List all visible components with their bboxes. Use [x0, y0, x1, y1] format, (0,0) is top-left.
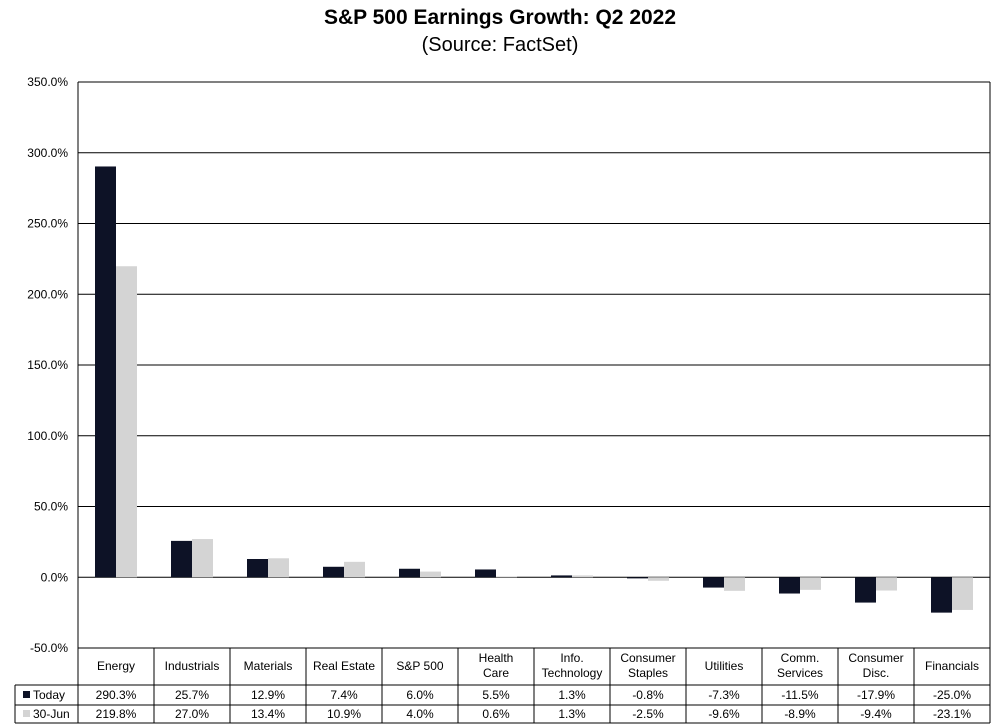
- category-label: Energy: [97, 659, 135, 673]
- category-label: Utilities: [705, 659, 744, 673]
- data-label: 10.9%: [327, 707, 361, 721]
- y-tick-label: 300.0%: [27, 146, 68, 160]
- data-label: -2.5%: [632, 707, 664, 721]
- data-label: -8.9%: [784, 707, 816, 721]
- bar-30-jun: [648, 577, 669, 581]
- data-label: -7.3%: [708, 688, 740, 702]
- bar-today: [855, 577, 876, 603]
- bar-today: [475, 569, 496, 578]
- bar-today: [931, 577, 952, 613]
- legend-label: 30-Jun: [33, 707, 70, 721]
- category-label: Disc.: [863, 666, 890, 680]
- data-label: 1.3%: [558, 707, 586, 721]
- y-tick-label: 250.0%: [27, 217, 68, 231]
- bar-30-jun: [116, 266, 137, 578]
- bar-today: [95, 166, 116, 578]
- category-label: Industrials: [165, 659, 220, 673]
- data-label: -9.4%: [860, 707, 892, 721]
- bar-30-jun: [876, 577, 897, 591]
- legend-label: Today: [33, 688, 65, 702]
- category-label: Comm.: [781, 651, 820, 665]
- y-tick-label: 150.0%: [27, 358, 68, 372]
- y-tick-label: 350.0%: [27, 75, 68, 89]
- data-label: 0.6%: [482, 707, 510, 721]
- chart-subtitle: (Source: FactSet): [421, 34, 579, 56]
- category-label: Care: [483, 666, 509, 680]
- category-label: Financials: [925, 659, 979, 673]
- y-tick-label: 0.0%: [41, 570, 69, 584]
- category-label: Info.: [560, 651, 583, 665]
- data-label: 1.3%: [558, 688, 586, 702]
- chart-title: S&P 500 Earnings Growth: Q2 2022: [323, 6, 677, 29]
- data-label: -25.0%: [933, 688, 971, 702]
- bar-today: [323, 566, 344, 578]
- y-tick-label: 100.0%: [27, 429, 68, 443]
- bar-30-jun: [952, 577, 973, 610]
- category-label: S&P 500: [396, 659, 443, 673]
- bar-30-jun: [572, 575, 593, 578]
- data-label: 13.4%: [251, 707, 285, 721]
- category-label: Consumer: [620, 651, 675, 665]
- bar-30-jun: [496, 576, 517, 578]
- data-label: 7.4%: [330, 688, 358, 702]
- category-label: Materials: [244, 659, 293, 673]
- data-label: -11.5%: [781, 688, 818, 702]
- bar-today: [703, 577, 724, 588]
- data-label: -9.6%: [708, 707, 740, 721]
- data-label: 12.9%: [251, 688, 285, 702]
- data-label: 27.0%: [175, 707, 209, 721]
- legend-swatch-30-jun: [23, 710, 30, 717]
- bar-today: [399, 568, 420, 578]
- data-label: 5.5%: [482, 688, 510, 702]
- data-label: -23.1%: [933, 707, 971, 721]
- y-tick-label: -50.0%: [30, 641, 68, 655]
- category-label: Consumer: [848, 651, 903, 665]
- data-label: 219.8%: [96, 707, 137, 721]
- bar-30-jun: [344, 561, 365, 578]
- category-label: Real Estate: [313, 659, 375, 673]
- category-label: Staples: [628, 666, 668, 680]
- bar-30-jun: [192, 539, 213, 578]
- bar-30-jun: [800, 577, 821, 590]
- bar-today: [247, 558, 268, 578]
- category-label: Health: [479, 651, 514, 665]
- bar-today: [551, 575, 572, 578]
- category-label: Technology: [542, 666, 603, 680]
- y-tick-label: 50.0%: [34, 500, 68, 514]
- data-label: 25.7%: [175, 688, 209, 702]
- bar-today: [627, 577, 648, 579]
- data-label: 290.3%: [96, 688, 137, 702]
- legend-swatch-today: [23, 691, 30, 698]
- data-label: 6.0%: [406, 688, 434, 702]
- bar-30-jun: [268, 558, 289, 578]
- bar-today: [171, 540, 192, 578]
- bar-30-jun: [420, 571, 441, 578]
- bar-30-jun: [724, 577, 745, 591]
- data-label: -17.9%: [857, 688, 895, 702]
- data-label: 4.0%: [406, 707, 434, 721]
- y-tick-label: 200.0%: [27, 287, 68, 301]
- bar-today: [779, 577, 800, 594]
- category-label: Services: [777, 666, 823, 680]
- data-label: -0.8%: [632, 688, 664, 702]
